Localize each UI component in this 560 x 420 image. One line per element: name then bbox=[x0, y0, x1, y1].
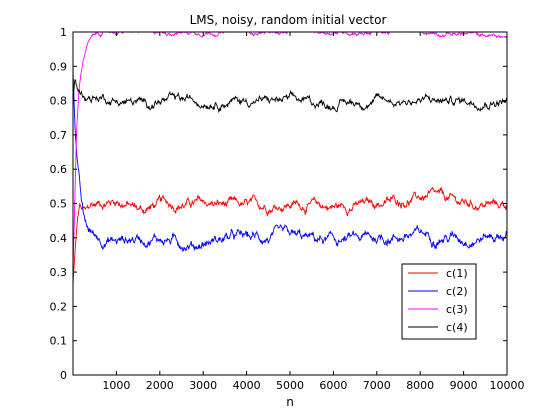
legend-label: c(1) bbox=[446, 267, 468, 280]
x-tick-label: 5000 bbox=[276, 379, 304, 392]
y-tick-label: 0.5 bbox=[50, 198, 68, 211]
series-line-2 bbox=[73, 70, 507, 253]
series-line-3 bbox=[73, 32, 507, 272]
y-tick-label: 0.1 bbox=[50, 335, 68, 348]
legend: c(1) c(2) c(3) c(4) bbox=[401, 263, 477, 340]
y-tick-label: 0.8 bbox=[50, 95, 68, 108]
x-tick-label: 10000 bbox=[490, 379, 525, 392]
x-axis-ticks: 1000 2000 3000 4000 5000 6000 7000 8000 9000 1000… bbox=[102, 32, 525, 392]
y-tick-label: 0.4 bbox=[50, 232, 68, 245]
axes: 1000 2000 3000 4000 5000 6000 7000 8000 9000 1000… bbox=[50, 26, 525, 409]
legend-label: c(2) bbox=[446, 285, 468, 298]
series-layer bbox=[73, 32, 507, 286]
x-tick-label: 6000 bbox=[319, 379, 347, 392]
x-tick-label: 9000 bbox=[450, 379, 478, 392]
y-axis-ticks: 0 0.1 0.2 0.3 0.4 0.5 0.6 0.7 0.8 0.9 1 bbox=[50, 26, 507, 382]
x-tick-label: 3000 bbox=[189, 379, 217, 392]
series-line-1 bbox=[73, 186, 507, 286]
y-tick-label: 0 bbox=[60, 369, 67, 382]
y-tick-label: 0.7 bbox=[50, 129, 68, 142]
y-tick-label: 0.3 bbox=[50, 266, 68, 279]
x-tick-label: 1000 bbox=[102, 379, 130, 392]
x-tick-label: 2000 bbox=[146, 379, 174, 392]
x-tick-label: 7000 bbox=[363, 379, 391, 392]
y-tick-label: 0.6 bbox=[50, 163, 68, 176]
y-tick-label: 0.9 bbox=[50, 60, 68, 73]
x-axis-label: n bbox=[286, 395, 294, 409]
y-tick-label: 0.2 bbox=[50, 300, 68, 313]
legend-label: c(4) bbox=[446, 321, 468, 334]
y-tick-label: 1 bbox=[60, 26, 67, 39]
chart-title: LMS, noisy, random initial vector bbox=[190, 13, 387, 27]
series-line-4 bbox=[73, 78, 507, 114]
x-tick-label: 4000 bbox=[233, 379, 261, 392]
x-tick-label: 8000 bbox=[406, 379, 434, 392]
legend-label: c(3) bbox=[446, 303, 468, 316]
